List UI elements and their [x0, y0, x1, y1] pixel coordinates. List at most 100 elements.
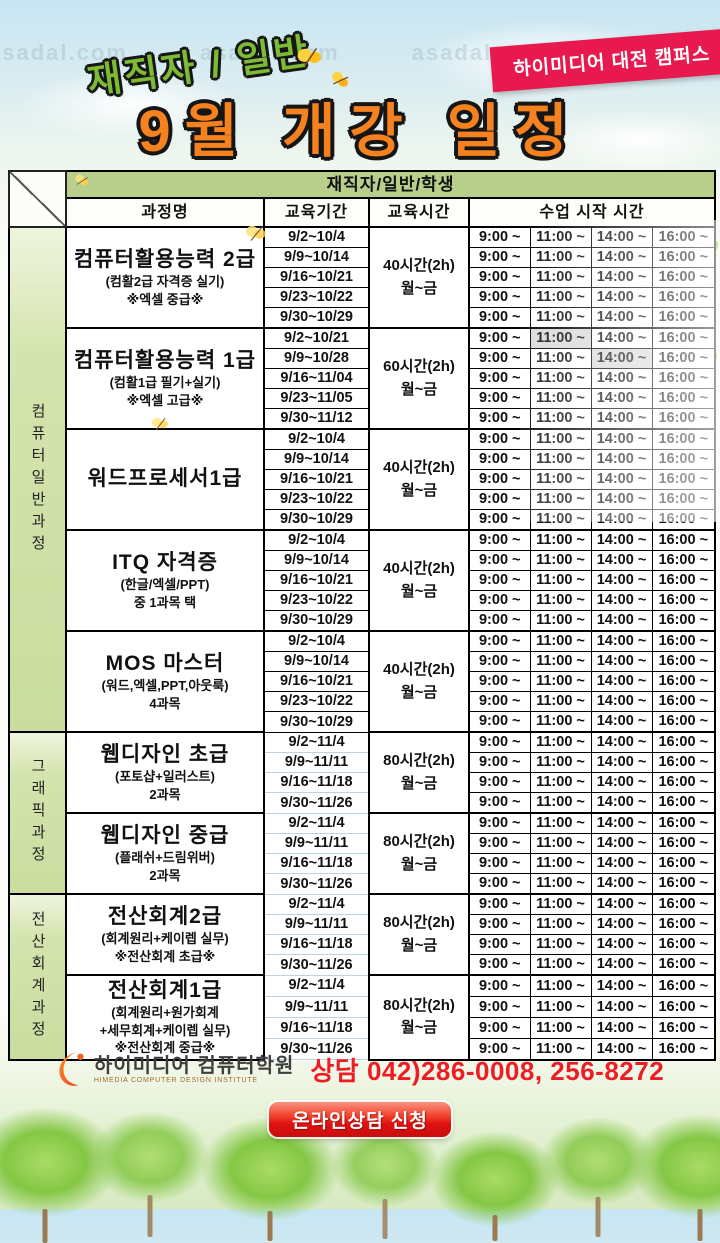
- start-time-cell: 16:00 ~: [651, 671, 716, 692]
- start-time-cell: 9:00 ~: [468, 226, 531, 248]
- course-name: 워드프로세서1급: [87, 467, 243, 491]
- hours-days: 월~금: [400, 279, 438, 297]
- period-cell: 9/9~11/11: [263, 752, 370, 773]
- start-time-cell: 14:00 ~: [590, 934, 653, 955]
- period-cell: 9/30~10/29: [263, 610, 370, 632]
- course-name: 전산회계1급: [107, 979, 223, 1002]
- start-time-cell: 16:00 ~: [651, 408, 716, 430]
- hours-days: 월~금: [400, 380, 438, 398]
- start-time-cell: 11:00 ~: [529, 509, 592, 531]
- start-time-cell: 11:00 ~: [529, 428, 592, 450]
- start-time-cell: 11:00 ~: [529, 590, 592, 611]
- course-row: 9/30~11/26 9:00 ~11:00 ~14:00 ~16:00 ~: [9, 792, 716, 814]
- start-time-cell: 14:00 ~: [590, 914, 653, 935]
- start-time-cell: 11:00 ~: [529, 651, 592, 672]
- start-time-cell: 14:00 ~: [590, 752, 653, 773]
- start-time-cell: 16:00 ~: [651, 529, 716, 551]
- logo-subtitle: HIMEDIA COMPUTER DESIGN INSTITUTE: [93, 1076, 258, 1084]
- course-row: 웹디자인 중급 (플래쉬+드림위버) 2과목 9/2~11/4 80시간(2h) 월~금 9…: [9, 812, 716, 895]
- start-time-cell: 11:00 ~: [529, 550, 592, 571]
- start-time-cell: 11:00 ~: [529, 368, 592, 389]
- start-time-cell: 14:00 ~: [590, 449, 653, 470]
- start-time-cell: 14:00 ~: [590, 348, 653, 369]
- period-cell: 9/9~11/11: [263, 833, 370, 854]
- himedia-logo: 하이미디어 컴퓨터학원 HIMEDIA COMPUTER DESIGN INST…: [56, 1050, 295, 1088]
- period-cell: 9/9~10/14: [263, 550, 370, 571]
- start-time-cell: 11:00 ~: [529, 691, 592, 712]
- course-name: ITQ 자격증: [112, 550, 218, 574]
- hours-days: 월~금: [400, 1019, 438, 1037]
- start-time-cell: 9:00 ~: [468, 287, 531, 308]
- start-time-cell: 9:00 ~: [468, 489, 531, 510]
- start-time-cell: 14:00 ~: [590, 995, 653, 1018]
- start-time-cell: 11:00 ~: [529, 893, 592, 915]
- category-cell: 컴퓨터일반과정: [8, 226, 67, 733]
- start-time-cell: 11:00 ~: [529, 995, 592, 1018]
- start-time-cell: 14:00 ~: [590, 570, 653, 591]
- start-time-cell: 9:00 ~: [468, 388, 531, 409]
- period-cell: 9/16~10/21: [263, 469, 370, 490]
- start-time-cell: 11:00 ~: [529, 570, 592, 591]
- start-time-cell: 9:00 ~: [468, 267, 531, 288]
- start-time-cell: 16:00 ~: [651, 388, 716, 409]
- start-time-cell: 16:00 ~: [651, 550, 716, 571]
- course-row: 컴퓨터일반과정 컴퓨터활용능력 2급 (컴활2급 자격증 실기) ※엑셀 중급※ 9/2…: [8, 226, 716, 733]
- course-subtitle: (컴활2급 자격증 실기): [105, 274, 225, 290]
- start-time-cell: 14:00 ~: [590, 590, 653, 611]
- column-header-row: 과정명 교육기간 교육시간 수업 시작 시간: [9, 197, 716, 228]
- period-cell: 9/2~11/4: [263, 893, 370, 915]
- start-time-cell: 14:00 ~: [590, 1037, 653, 1061]
- start-time-cell: 11:00 ~: [529, 954, 592, 976]
- period-cell: 9/16~10/21: [263, 570, 370, 591]
- period-cell: 9/23~11/05: [263, 388, 370, 409]
- start-time-cell: 9:00 ~: [468, 610, 531, 632]
- course-row: 9/16~10/21 9:00 ~11:00 ~14:00 ~16:00 ~: [9, 570, 716, 591]
- start-time-cell: 14:00 ~: [590, 651, 653, 672]
- course-subtitle: 2과목: [149, 867, 181, 883]
- start-time-cell: 16:00 ~: [651, 327, 716, 349]
- start-time-cell: 11:00 ~: [529, 348, 592, 369]
- start-time-cell: 11:00 ~: [529, 247, 592, 268]
- hours-cell: 80시간(2h) 월~금: [368, 893, 470, 976]
- start-time-cell: 14:00 ~: [590, 226, 653, 248]
- start-time-cell: 14:00 ~: [590, 671, 653, 692]
- start-time-cell: 16:00 ~: [651, 489, 716, 510]
- course-subtitle: ※엑셀 중급※: [126, 291, 204, 307]
- hours-cell: 80시간(2h) 월~금: [368, 731, 470, 814]
- start-time-cell: 14:00 ~: [590, 691, 653, 712]
- course-row: 9/9~11/11 9:00 ~11:00 ~14:00 ~16:00 ~: [9, 914, 716, 935]
- course-name: 전산회계2급: [107, 904, 223, 928]
- column-header-hours: 교육시간: [368, 197, 470, 228]
- course-subtitle: ※엑셀 고급※: [126, 392, 204, 408]
- start-time-cell: 11:00 ~: [529, 731, 592, 753]
- start-time-cell: 9:00 ~: [468, 307, 531, 329]
- himedia-logo-icon: [59, 1052, 84, 1086]
- course-row: 9/30~11/26 9:00 ~11:00 ~14:00 ~16:00 ~: [9, 1037, 716, 1061]
- course-name: 컴퓨터활용능력 2급: [73, 247, 257, 271]
- start-time-cell: 16:00 ~: [651, 934, 716, 955]
- start-time-cell: 14:00 ~: [590, 307, 653, 329]
- start-time-cell: 9:00 ~: [468, 711, 531, 733]
- hours-duration: 80시간(2h): [383, 833, 455, 850]
- course-row: 9/16~10/21 9:00 ~11:00 ~14:00 ~16:00 ~: [9, 671, 716, 692]
- hours-duration: 80시간(2h): [383, 996, 455, 1014]
- start-time-cell: 14:00 ~: [590, 1016, 653, 1039]
- course-subtitle: 2과목: [149, 786, 181, 802]
- category-label: 컴퓨터일반과정: [29, 402, 46, 557]
- start-time-cell: 11:00 ~: [529, 772, 592, 793]
- course-row: 9/9~11/11 9:00 ~11:00 ~14:00 ~16:00 ~: [9, 752, 716, 773]
- period-cell: 9/16~10/21: [263, 671, 370, 692]
- start-time-cell: 9:00 ~: [468, 529, 531, 551]
- period-cell: 9/23~10/22: [263, 691, 370, 712]
- course-row: 9/9~10/14 9:00 ~11:00 ~14:00 ~16:00 ~: [9, 550, 716, 571]
- course-row: 9/30~11/26 9:00 ~11:00 ~14:00 ~16:00 ~: [9, 954, 716, 976]
- hours-cell: 40시간(2h) 월~금: [368, 226, 470, 329]
- start-time-cell: 9:00 ~: [468, 893, 531, 915]
- hours-days: 월~금: [400, 683, 438, 701]
- start-time-cell: 9:00 ~: [468, 590, 531, 611]
- start-time-cell: 11:00 ~: [529, 973, 592, 997]
- group-header-row: 재직자/일반/학생: [8, 170, 716, 228]
- start-time-cell: 11:00 ~: [529, 226, 592, 248]
- online-consult-button[interactable]: 온라인상담 신청: [269, 1102, 451, 1137]
- course-subtitle: (한글/엑셀/PPT): [120, 577, 210, 593]
